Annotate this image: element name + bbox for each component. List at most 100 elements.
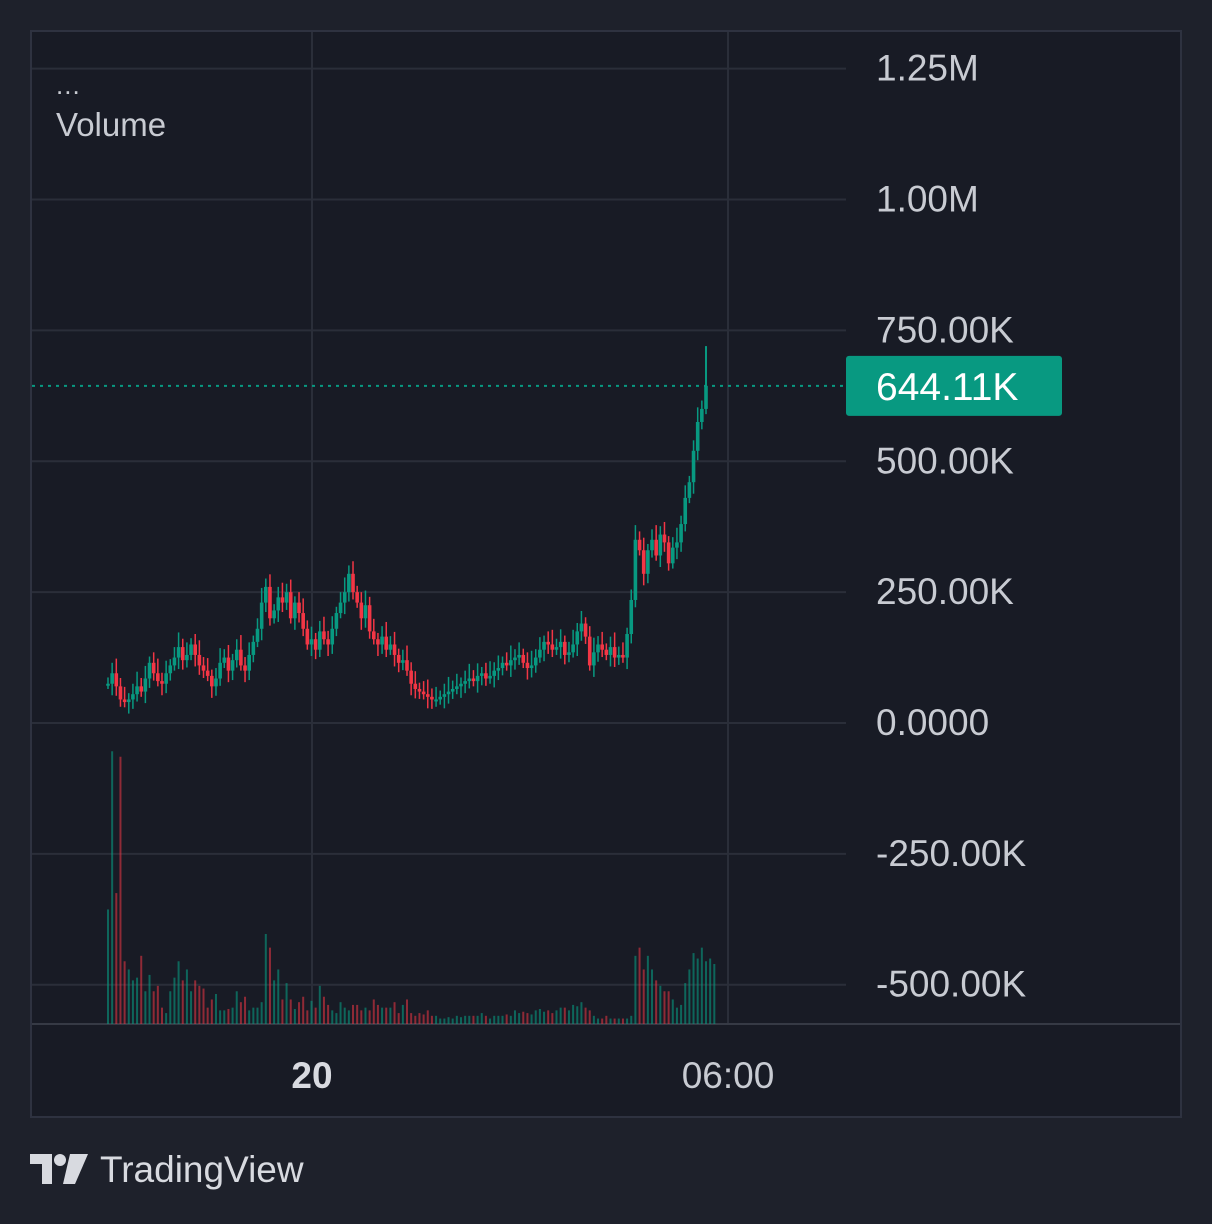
- candle-body: [641, 550, 646, 574]
- volume-bar: [605, 1015, 608, 1024]
- footer-branding[interactable]: TradingView: [30, 1148, 304, 1192]
- candle-body: [579, 623, 584, 632]
- candle-body: [380, 636, 384, 645]
- volume-bar: [239, 1002, 242, 1024]
- volume-bar: [107, 909, 109, 1024]
- candle-body: [367, 605, 372, 632]
- volume-bar: [401, 1004, 404, 1024]
- candle-body: [106, 683, 110, 686]
- volume-bar: [318, 985, 321, 1024]
- candle-body: [122, 699, 127, 703]
- volume-bar: [356, 1004, 359, 1024]
- candle-body: [625, 634, 629, 658]
- candle-body: [401, 660, 405, 663]
- volume-bar: [223, 1010, 226, 1024]
- volume-bar: [430, 1015, 433, 1024]
- candle-body: [525, 662, 530, 669]
- candle-body: [168, 665, 173, 674]
- candle-body: [230, 660, 235, 671]
- volume-bar: [489, 1018, 492, 1024]
- volume-bar: [426, 1010, 429, 1024]
- volume-bar: [210, 999, 213, 1024]
- volume-bar: [464, 1015, 467, 1024]
- candle-body: [471, 678, 476, 682]
- volume-bar: [214, 994, 217, 1024]
- candle-body: [442, 694, 447, 697]
- volume-bar: [185, 969, 188, 1024]
- candle-body: [654, 539, 658, 556]
- volume-bar: [630, 1015, 633, 1024]
- candle-body: [417, 688, 422, 692]
- candle-body: [467, 678, 472, 682]
- candle-body: [326, 639, 330, 645]
- volume-bar: [156, 985, 159, 1024]
- chart-panel[interactable]: [30, 30, 1182, 1118]
- candle-body: [434, 699, 438, 702]
- candle-body: [218, 662, 222, 679]
- legend-series-name: Volume: [56, 106, 167, 143]
- candle-body: [604, 649, 609, 655]
- candle-body: [650, 539, 654, 551]
- candle-body: [500, 662, 505, 669]
- volume-bar: [522, 1011, 525, 1024]
- candle-body: [542, 641, 546, 650]
- candle-body: [554, 647, 559, 650]
- volume-bar: [572, 1004, 575, 1024]
- volume-bar: [414, 1015, 417, 1024]
- candle-body: [592, 652, 596, 666]
- candle-body: [629, 599, 634, 635]
- candle-body: [313, 639, 318, 650]
- candle-body: [156, 673, 160, 682]
- candle-body: [621, 654, 625, 658]
- volume-bar: [501, 1015, 504, 1024]
- candle-body: [288, 592, 293, 619]
- volume-bar: [688, 969, 691, 1024]
- volume-bar: [190, 991, 193, 1024]
- volume-bar: [505, 1014, 508, 1024]
- volume-bar: [671, 999, 674, 1024]
- candle-body: [687, 482, 692, 498]
- candle-body: [513, 657, 517, 661]
- candle-body: [529, 665, 534, 669]
- candle-body: [259, 602, 264, 629]
- volume-bar: [198, 985, 201, 1024]
- volume-bar: [626, 1018, 629, 1024]
- volume-bar: [194, 980, 197, 1024]
- volume-bar: [713, 964, 716, 1024]
- volume-bar: [435, 1015, 438, 1024]
- candle-body: [297, 602, 301, 614]
- candle-body: [459, 683, 463, 687]
- candle-body: [160, 681, 164, 684]
- candle-body: [143, 678, 148, 692]
- candle-body: [517, 654, 521, 658]
- volume-bar: [555, 1010, 558, 1024]
- volume-bar: [165, 1013, 168, 1024]
- volume-bar: [298, 1002, 301, 1024]
- y-tick-label: 750.00K: [876, 309, 1014, 350]
- volume-bar: [530, 1014, 533, 1024]
- candle-body: [214, 678, 218, 687]
- candle-body: [243, 665, 247, 671]
- candle-body: [309, 639, 314, 645]
- volume-bar: [115, 893, 118, 1024]
- volume-bar: [418, 1013, 421, 1024]
- volume-bar: [136, 977, 139, 1024]
- volume-bar: [655, 980, 658, 1024]
- candle-body: [596, 644, 600, 653]
- candle-body: [409, 670, 413, 684]
- candle-body: [504, 662, 509, 666]
- candle-body: [384, 636, 389, 650]
- volume-bar: [459, 1017, 462, 1024]
- volume-bar: [567, 1010, 570, 1024]
- volume-bar: [493, 1015, 496, 1024]
- volume-bar: [696, 958, 699, 1024]
- candle-body: [151, 662, 156, 674]
- volume-bar: [347, 1010, 350, 1024]
- candle-body: [533, 657, 538, 666]
- volume-bar: [260, 1002, 263, 1024]
- volume-bar: [160, 1007, 163, 1024]
- volume-bar: [451, 1018, 454, 1024]
- candle-body: [587, 636, 592, 666]
- legend-menu[interactable]: ...: [56, 70, 81, 100]
